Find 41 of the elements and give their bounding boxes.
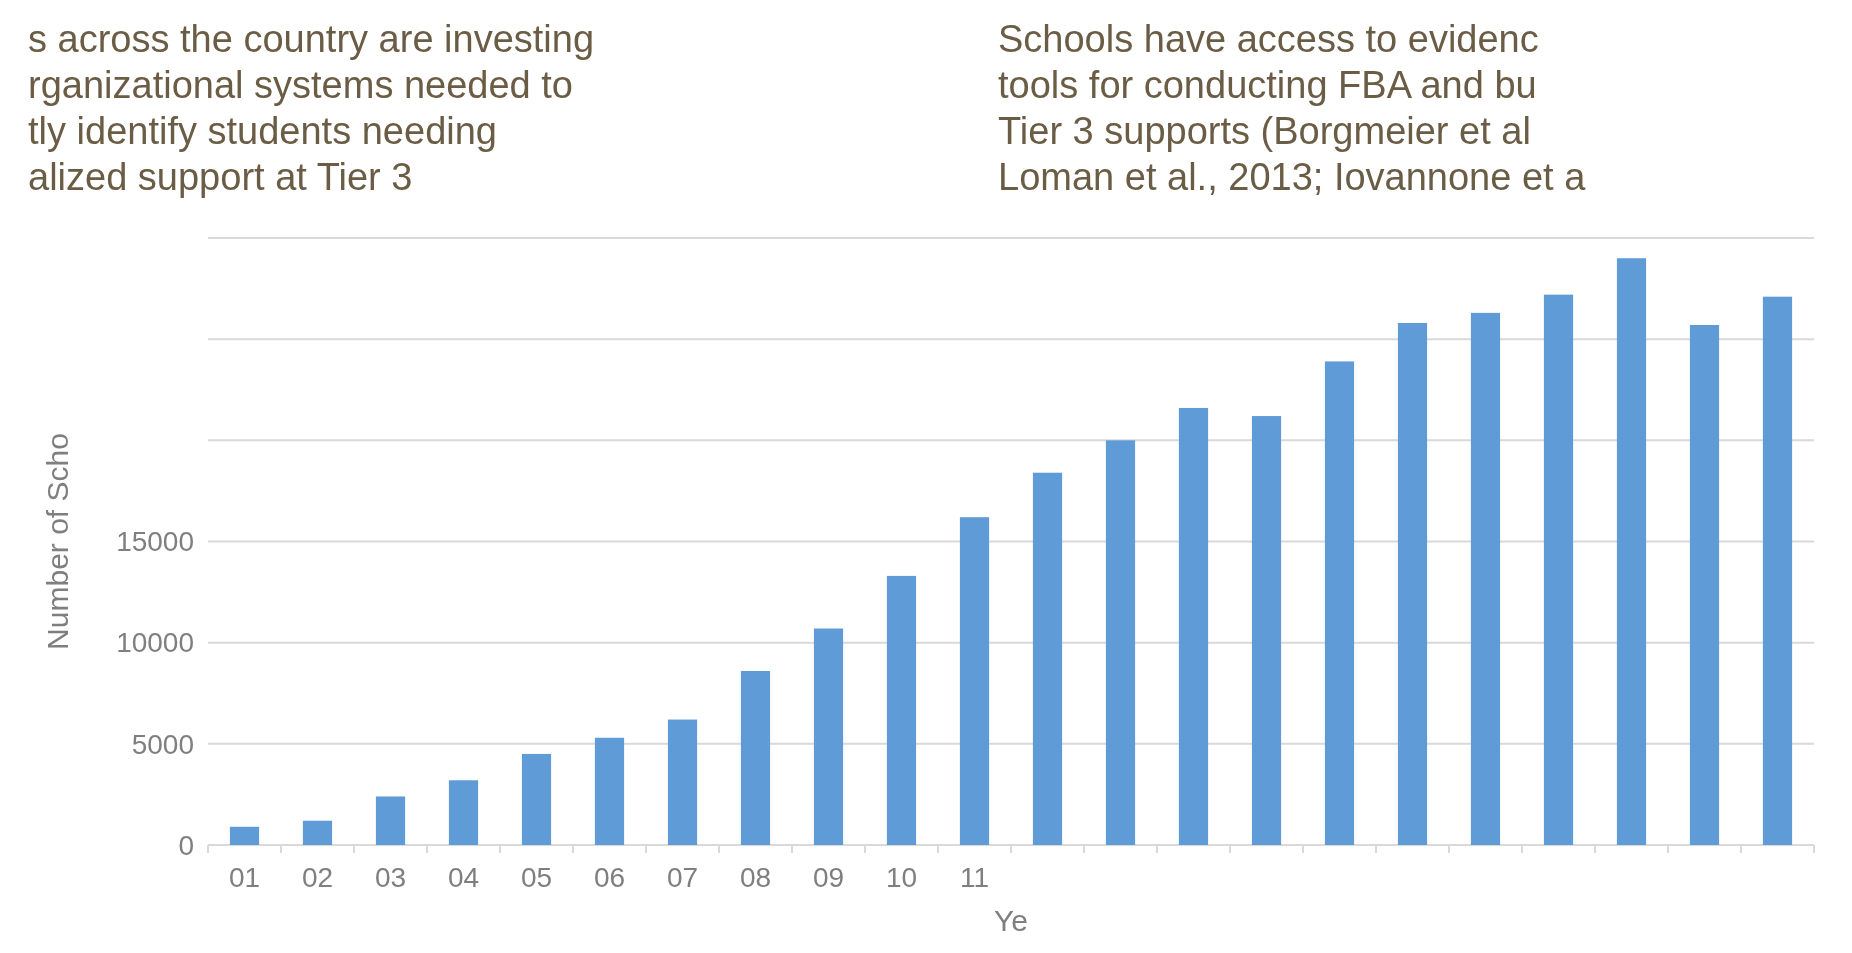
x-tick-label: 02 — [301, 862, 334, 893]
bar — [667, 719, 698, 845]
bar — [1324, 361, 1355, 845]
bar — [1178, 407, 1209, 845]
y-tick-label: 10000 — [116, 627, 194, 659]
bar — [740, 670, 771, 845]
y-tick-label: 0 — [178, 829, 194, 861]
bar — [1689, 325, 1720, 845]
bar — [813, 628, 844, 845]
bar — [1032, 472, 1063, 845]
x-tick-label: 09 — [812, 862, 845, 893]
text: Schools have access to evidenc tools for conducting FBA and bu Tier 3 supports (Borgmeier et al Loman et al., 2013; Iovannone et a — [998, 18, 1587, 198]
bar — [1762, 296, 1793, 845]
bar — [302, 820, 333, 845]
bar — [1251, 416, 1282, 845]
bar — [886, 575, 917, 845]
bar — [959, 517, 990, 845]
chart-title: s across the country are investing rganizational systems needed to tly identify students needing alized support at Tier 3 — [28, 18, 595, 198]
x-axis-title: Ye — [994, 904, 1028, 937]
bar — [448, 780, 479, 845]
y-tick-label: 15000 — [116, 526, 194, 558]
x-tick-label: 03 — [374, 862, 407, 893]
bar — [1105, 440, 1136, 845]
bar — [375, 796, 406, 845]
bar — [1543, 294, 1574, 845]
x-tick-label: 08 — [739, 862, 772, 893]
bar — [229, 826, 260, 845]
x-tick-label: 07 — [666, 862, 699, 893]
bar — [1397, 322, 1428, 845]
bar — [594, 737, 625, 845]
x-tick-label: 10 — [885, 862, 918, 893]
x-tick-label: 06 — [593, 862, 626, 893]
bar — [521, 753, 552, 845]
y-tick-label: 5000 — [131, 728, 194, 760]
y-axis-title: Number of Scho — [41, 433, 74, 650]
x-tick-label: 05 — [520, 862, 553, 893]
x-tick-label: 11 — [959, 862, 990, 893]
bar — [1616, 258, 1647, 845]
bar — [1470, 312, 1501, 845]
x-tick-label: 01 — [228, 862, 261, 893]
x-tick-label: 04 — [447, 862, 480, 893]
